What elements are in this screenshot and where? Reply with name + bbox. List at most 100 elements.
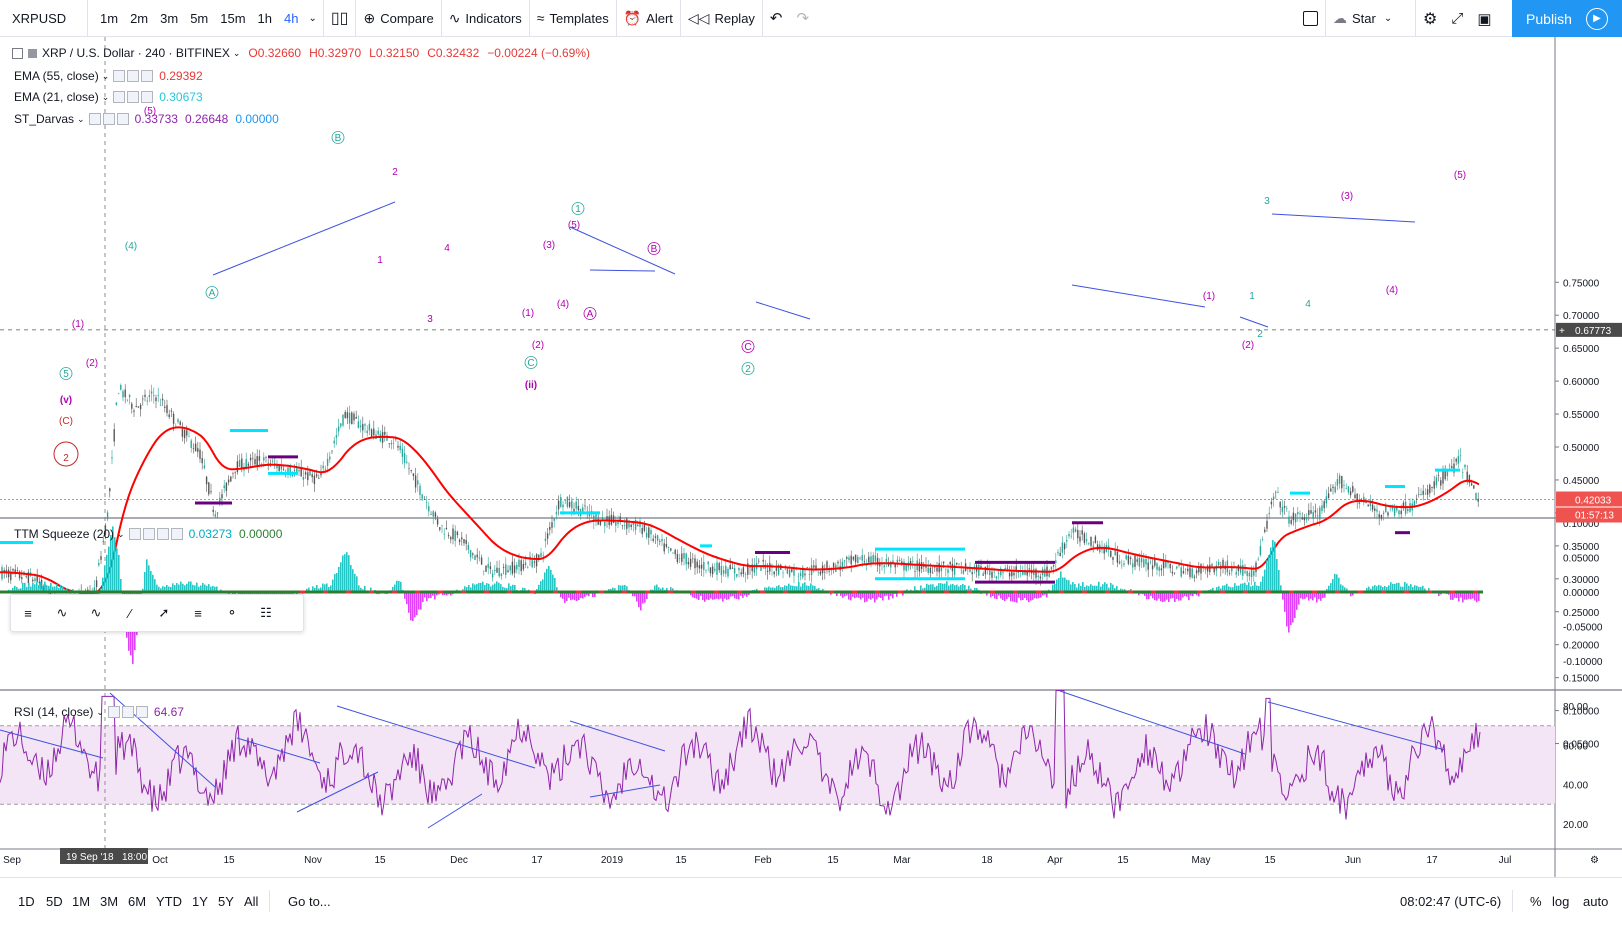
ema21-legend[interactable]: EMA (21, close) ⌄ 0.30673: [14, 90, 203, 104]
ttm-bar: [1068, 580, 1070, 592]
wave-label-circle: [647, 242, 661, 255]
indicator-buttons[interactable]: [128, 528, 185, 540]
log-toggle[interactable]: log: [1552, 894, 1570, 909]
settings-button[interactable]: ⚙: [1416, 0, 1444, 37]
rsi-line: [0, 690, 1481, 820]
indicator-buttons[interactable]: [113, 70, 155, 82]
publish-button[interactable]: Publish ▶: [1512, 0, 1622, 37]
interval-1m[interactable]: 1m: [100, 10, 119, 26]
indicator-buttons[interactable]: [107, 706, 150, 718]
chart-canvas[interactable]: 0.75000 0.70000 0.65000 0.60000 0.55000 0.500…: [0, 37, 1622, 877]
ttm-bar: [1296, 592, 1298, 610]
wave-label: 2: [1257, 329, 1263, 340]
layout-star-menu[interactable]: ☁ Star ⌄: [1326, 0, 1416, 37]
rsi-legend[interactable]: RSI (14, close) ⌄ 64.67: [14, 705, 184, 719]
range-6m[interactable]: 6M: [128, 894, 147, 909]
ttm-legend[interactable]: TTM Squeeze (20) ⌄ 0.03273 0.00000: [14, 527, 282, 541]
fib-retracement-icon[interactable]: ≡: [194, 605, 202, 621]
ttm-bar: [786, 585, 788, 592]
interval-2m[interactable]: 2m: [130, 10, 149, 26]
wave-label: (3): [543, 240, 555, 251]
ttm-bar: [116, 548, 118, 592]
range-1y[interactable]: 1Y: [192, 894, 208, 909]
symbol-search[interactable]: XRPUSD: [0, 0, 88, 37]
series-title[interactable]: XRP / U.S. Dollar · 240 · BITFINEX: [42, 46, 230, 60]
candle-body: [707, 561, 709, 565]
range-all[interactable]: All: [244, 894, 259, 909]
goto-button[interactable]: Go to...: [288, 894, 331, 909]
candle-body: [1402, 502, 1405, 508]
chevron-down-icon[interactable]: ⌄: [308, 12, 317, 24]
redo-button[interactable]: ↷: [790, 0, 817, 37]
candle-body: [271, 460, 274, 462]
collapse-icon[interactable]: [12, 47, 23, 59]
trendline-icon[interactable]: ∕: [128, 605, 132, 621]
elliott-impulse-icon[interactable]: ∿: [56, 605, 68, 620]
candle-body: [544, 538, 547, 541]
interval-5m[interactable]: 5m: [190, 10, 209, 26]
ttm-bar: [1286, 592, 1288, 627]
clock-text[interactable]: 08:02:47 (UTC-6): [1400, 894, 1502, 909]
ttm-bar: [1082, 582, 1084, 592]
fullscreen-toggle[interactable]: [1296, 0, 1326, 37]
darvas-legend[interactable]: ST_Darvas ⌄ 0.33733 0.26648 0.00000: [14, 112, 279, 126]
candle-body: [890, 561, 892, 568]
settings-sliders-icon[interactable]: ☷: [260, 605, 272, 620]
ttm-bar: [788, 583, 790, 592]
percent-toggle[interactable]: %: [1530, 894, 1542, 909]
templates-button[interactable]: ≈ Templates: [530, 0, 617, 37]
gear-icon: ⚙: [1423, 10, 1438, 28]
ttm-bar: [726, 592, 728, 600]
interval-4h[interactable]: 4h: [284, 10, 299, 26]
ttm-bar: [1414, 585, 1416, 592]
candle-body: [1380, 515, 1383, 519]
snapshot-button[interactable]: ▣: [1470, 0, 1498, 37]
ema55-legend[interactable]: EMA (55, close) ⌄ 0.29392: [14, 69, 203, 83]
squeeze-dot: [806, 590, 811, 594]
candle-body: [918, 562, 921, 572]
horizontal-ray-icon[interactable]: ⚬: [226, 605, 238, 620]
indicators-button[interactable]: ∿ Indicators: [442, 0, 530, 37]
range-ytd[interactable]: YTD: [156, 894, 182, 909]
ray-icon[interactable]: ➚: [158, 605, 170, 620]
time-tick-label: Jun: [1345, 855, 1361, 866]
candle-body: [659, 541, 661, 543]
candle-body: [738, 567, 740, 571]
ttm-bar: [1060, 571, 1062, 592]
range-1m[interactable]: 1M: [72, 894, 91, 909]
ttm-bar: [412, 592, 414, 622]
range-1d[interactable]: 1D: [18, 894, 35, 909]
interval-1h[interactable]: 1h: [257, 10, 273, 26]
chart-type-button[interactable]: ▯▯: [324, 0, 357, 37]
chevron-down-icon[interactable]: ⌄: [232, 47, 241, 58]
interval-3m[interactable]: 3m: [160, 10, 179, 26]
crosshair-time-label: 18:00: [122, 852, 147, 863]
ttm-bar: [86, 592, 88, 596]
range-3m[interactable]: 3M: [100, 894, 119, 909]
elliott-correction-icon[interactable]: ∿: [90, 605, 102, 620]
drag-handle-icon[interactable]: ≡: [24, 605, 32, 621]
undo-button[interactable]: ↶: [763, 0, 790, 37]
range-5y[interactable]: 5Y: [218, 894, 234, 909]
range-5d[interactable]: 5D: [46, 894, 63, 909]
expand-button[interactable]: ⤢: [1444, 0, 1470, 37]
candle-body: [115, 402, 118, 405]
ttm-bar: [318, 588, 320, 592]
indicator-buttons[interactable]: [113, 91, 155, 103]
candle-body: [685, 553, 687, 565]
ttm-bar: [18, 588, 20, 592]
candle-body: [1431, 487, 1433, 488]
candle-body: [718, 563, 720, 571]
ttm-bar: [1300, 592, 1302, 599]
candle-body: [432, 511, 434, 517]
candle-body: [463, 539, 465, 544]
indicator-buttons[interactable]: [88, 113, 131, 125]
interval-15m[interactable]: 15m: [220, 10, 246, 26]
alert-button[interactable]: ⏰ Alert: [617, 0, 681, 37]
squeeze-dot: [921, 590, 926, 594]
auto-toggle[interactable]: auto: [1583, 894, 1609, 909]
compare-button[interactable]: ⊕ Compare: [356, 0, 442, 37]
replay-button[interactable]: ◁◁ Replay: [681, 0, 763, 37]
ttm-bar: [902, 592, 904, 596]
candle-body: [419, 485, 421, 496]
